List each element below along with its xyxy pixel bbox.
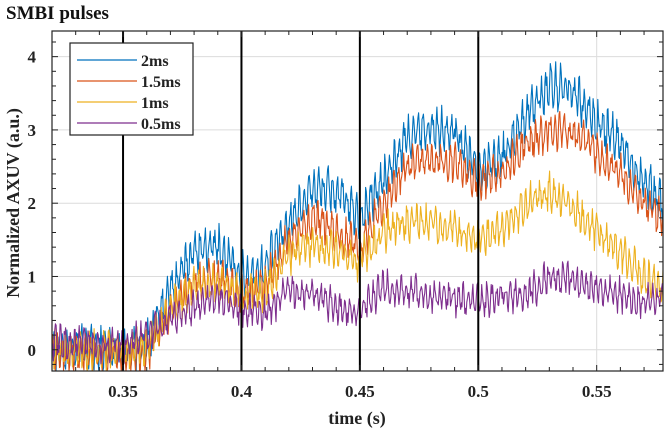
- x-tick-label: 0.45: [345, 382, 375, 401]
- y-tick-label: 2: [28, 194, 37, 213]
- legend-box: [69, 42, 194, 136]
- x-axis-label: time (s): [328, 408, 385, 429]
- mask-right: [663, 0, 669, 436]
- chart-title: SMBI pulses: [6, 3, 109, 24]
- mask-bottom: [0, 371, 669, 436]
- legend-label: 1.5ms: [141, 74, 181, 91]
- legend-label: 1ms: [141, 95, 169, 112]
- legend-label: 2ms: [141, 53, 169, 70]
- legend: 2ms 1.5ms 1ms 0.5ms: [69, 42, 194, 136]
- series-line-0_5ms: [51, 260, 664, 365]
- x-tick-label: 0.5: [468, 382, 489, 401]
- series-line-1ms: [51, 170, 664, 372]
- y-tick-label: 1: [28, 267, 37, 286]
- legend-label: 0.5ms: [141, 116, 181, 133]
- axes-box: [51, 30, 664, 372]
- y-tick-label: 4: [28, 48, 37, 67]
- y-axis-label: Normalized AXUV (a.u.): [3, 108, 24, 298]
- y-tick-label: 0: [28, 341, 37, 360]
- x-tick-label: 0.35: [108, 382, 138, 401]
- x-tick-label: 0.55: [582, 382, 612, 401]
- y-tick-label: 3: [28, 121, 37, 140]
- axes: [51, 30, 664, 372]
- y-ticks: 0 1 2 3 4: [28, 41, 663, 365]
- x-tick-label: 0.4: [231, 382, 253, 401]
- x-ticks: 0.35 0.4 0.45 0.5 0.55: [75, 31, 645, 401]
